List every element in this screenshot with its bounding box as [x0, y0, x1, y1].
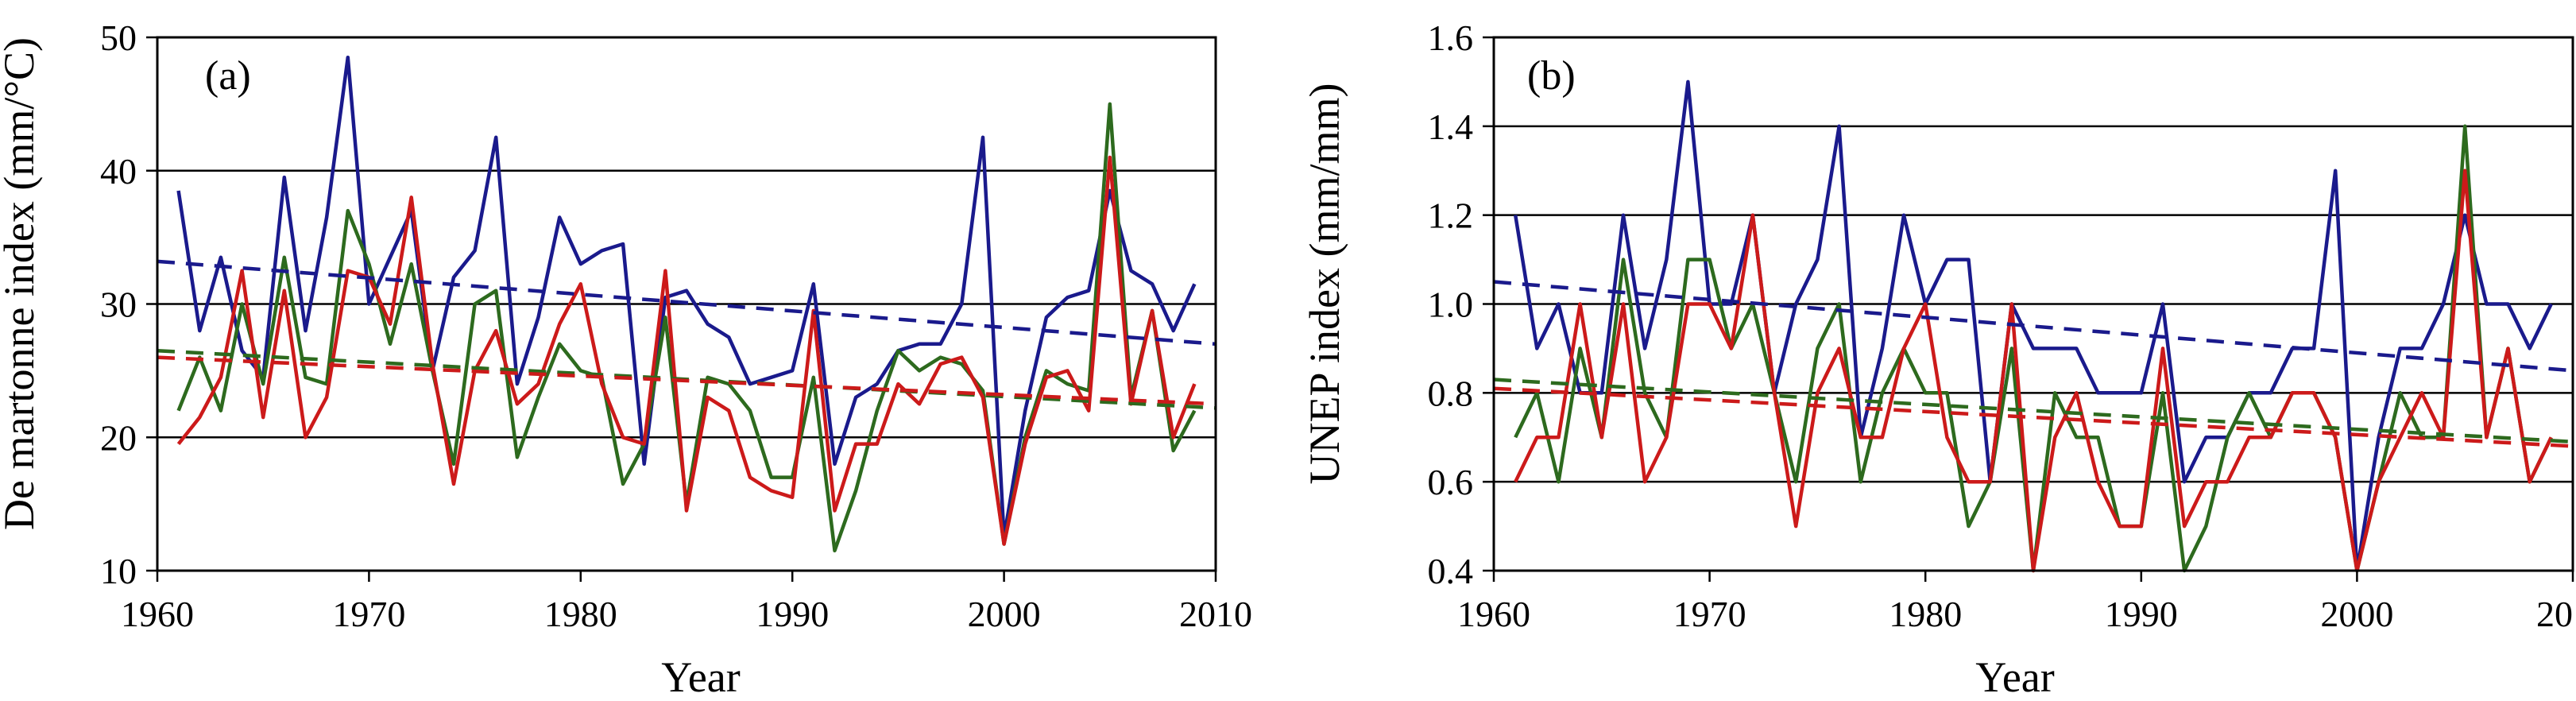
- panel-a-series-line-2: [176, 155, 1197, 546]
- panel-b-trend-line-5: [1493, 386, 2574, 448]
- panel-b-x-tick-label: 1980: [1889, 594, 1962, 634]
- panel-b-x-axis-label: Year: [1975, 653, 2055, 701]
- panel-b-chart: UNEP index (mm/mm) Year (b) 1960 1970 1980…: [1301, 17, 2576, 701]
- panel-b-y-tick-label: 0.8: [1428, 373, 1474, 413]
- panel-b-x-tick-label: 2010: [2536, 594, 2576, 634]
- panel-b-trend-line-4: [1493, 378, 2574, 444]
- panel-a-y-tick-label: 20: [100, 417, 137, 458]
- panel-b-y-tick-label: 0.4: [1428, 551, 1474, 591]
- panel-a-label: (a): [205, 53, 251, 99]
- panel-a-x-tick-label: 1970: [332, 594, 405, 634]
- panel-b-y-tick-label: 1.0: [1428, 285, 1474, 325]
- panel-a-x-tick-label: 1990: [756, 594, 829, 634]
- panel-b-y-tick-label: 1.2: [1428, 196, 1474, 236]
- panel-b-x-tick-label: 1990: [2105, 594, 2178, 634]
- panel-b-label: (b): [1527, 53, 1576, 99]
- panel-b-x-tick-label: 2000: [2320, 594, 2393, 634]
- panel-a-chart: De martonne index (mm/°C) Year (a) 1960 1…: [0, 17, 1252, 701]
- panel-a-y-tick-label: 40: [100, 151, 137, 192]
- panel-b-y-tick-label: 0.6: [1428, 462, 1474, 502]
- panel-a-series-line-0: [176, 55, 1197, 540]
- panel-a-y-tick-label: 10: [100, 551, 137, 591]
- panel-b-y-tick-label: 1.4: [1428, 107, 1474, 147]
- panel-b-x-tick-label: 1970: [1673, 594, 1746, 634]
- panel-a-x-tick-label: 2010: [1179, 594, 1252, 634]
- panel-a-x-tick-label: 1960: [121, 594, 194, 634]
- panel-a-trend-line-5: [157, 355, 1216, 406]
- panel-a-trend-line-3: [157, 259, 1216, 347]
- panel-a-y-tick-label: 30: [100, 285, 137, 325]
- panel-a-y-axis-label: De martonne index (mm/°C): [0, 37, 43, 530]
- panel-a-x-tick-label: 1980: [544, 594, 617, 634]
- panel-a-x-axis-label: Year: [661, 653, 741, 701]
- panel-a-y-tick-label: 50: [100, 17, 137, 58]
- panel-b-x-tick-label: 1960: [1457, 594, 1530, 634]
- panel-b-y-axis-label: UNEP index (mm/mm): [1301, 83, 1348, 485]
- panel-b-series-line-0: [1513, 79, 2553, 573]
- panel-b-trend-line-3: [1493, 280, 2574, 373]
- panel-b-y-tick-label: 1.6: [1428, 17, 1474, 58]
- panel-a-x-tick-label: 2000: [968, 594, 1041, 634]
